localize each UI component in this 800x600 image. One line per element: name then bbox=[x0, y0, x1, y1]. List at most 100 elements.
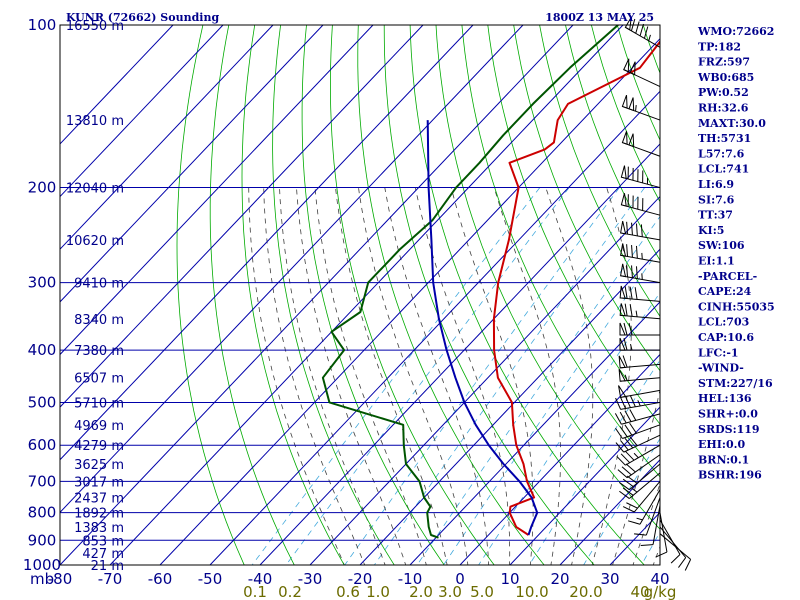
wind-barb bbox=[618, 385, 661, 398]
index-line: -WIND- bbox=[698, 362, 744, 375]
height-label: 3017 m bbox=[74, 475, 124, 490]
wind-barb bbox=[620, 243, 661, 263]
height-label: 7380 m bbox=[74, 344, 124, 359]
isotherms bbox=[60, 25, 660, 565]
index-line: SRDS:119 bbox=[698, 423, 760, 436]
isotherm bbox=[409, 301, 660, 565]
index-line: SHR+:0.0 bbox=[698, 408, 758, 421]
wind-barb bbox=[616, 444, 661, 466]
wind-barb bbox=[659, 526, 687, 568]
temperature-label: 0 bbox=[455, 570, 465, 588]
wind-barb bbox=[655, 512, 668, 558]
index-line: HEL:136 bbox=[698, 392, 752, 405]
isotherm bbox=[60, 25, 274, 250]
temperature-label: -70 bbox=[98, 570, 123, 588]
isotherm bbox=[60, 25, 524, 514]
index-line: CAPE:24 bbox=[698, 285, 752, 298]
wind-barb bbox=[620, 165, 661, 189]
isotherm bbox=[60, 25, 474, 461]
moist-adiabat bbox=[493, 187, 561, 565]
height-labels: 16550 m 13810 m 12040 m 10620 m 9410 m 8340 m… bbox=[66, 19, 124, 574]
pressure-label: 600 bbox=[28, 436, 57, 454]
index-line: PW:0.52 bbox=[698, 86, 749, 99]
dry-adiabats bbox=[176, 25, 660, 565]
mixing-ratio-line bbox=[416, 215, 660, 565]
index-line: -PARCEL- bbox=[698, 270, 757, 283]
temperature-label: -50 bbox=[198, 570, 223, 588]
temperature-label: -80 bbox=[48, 570, 73, 588]
dry-adiabat bbox=[513, 25, 660, 372]
index-line: CINH:55035 bbox=[698, 300, 775, 313]
mixing-ratio-line bbox=[373, 187, 645, 565]
sounding-indices: WMO:72662 TP:182 FRZ:597 WB0:685 PW:0.52 RH:3… bbox=[697, 25, 775, 482]
pressure-label: 700 bbox=[28, 472, 57, 490]
temperature-label: 40 bbox=[650, 570, 669, 588]
mixing-ratio-line bbox=[528, 359, 660, 565]
temperature-label: 10 bbox=[500, 570, 519, 588]
temperature-label: 20 bbox=[550, 570, 569, 588]
isotherm bbox=[109, 25, 624, 565]
series-dewpoint-line bbox=[321, 25, 619, 539]
isotherm bbox=[509, 406, 660, 565]
plot-frame bbox=[59, 24, 661, 566]
pressure-label: 100 bbox=[28, 16, 57, 34]
index-line: TP:182 bbox=[698, 40, 741, 53]
dry-adiabat bbox=[565, 25, 660, 261]
moist-adiabat bbox=[279, 187, 386, 565]
wind-barb bbox=[621, 131, 661, 157]
isotherm bbox=[60, 25, 174, 145]
isotherm bbox=[209, 90, 660, 565]
isotherm bbox=[60, 25, 224, 198]
index-line: STM:227/16 bbox=[698, 377, 773, 390]
isotherm bbox=[259, 143, 660, 565]
wind-barb bbox=[619, 472, 661, 499]
mixing-ratio-label: g/kg bbox=[644, 583, 677, 600]
wind-barb bbox=[621, 94, 661, 121]
pressure-label: 500 bbox=[28, 393, 57, 411]
pressure-label: 200 bbox=[28, 179, 57, 197]
wind-barb bbox=[618, 355, 661, 369]
mixing-ratio-labels: 0.1 0.2 0.6 1.0 2.0 3.0 5.0 10.0 20.0 40g/kg bbox=[243, 583, 676, 600]
height-label: 8340 m bbox=[74, 313, 124, 328]
index-line: BSHR:196 bbox=[698, 469, 762, 482]
isotherm bbox=[60, 25, 424, 408]
index-line: L57:7.6 bbox=[698, 147, 745, 160]
wind-barb bbox=[624, 16, 661, 48]
mixing-ratio-line bbox=[344, 187, 620, 565]
wind-barb bbox=[633, 497, 661, 536]
index-line: CAP:10.6 bbox=[698, 331, 754, 344]
moist-adiabat bbox=[414, 187, 511, 565]
isotherm bbox=[459, 353, 660, 565]
dry-adiabat bbox=[487, 25, 660, 425]
dry-adiabat bbox=[357, 25, 545, 565]
moist-adiabat bbox=[384, 187, 490, 565]
mixing-ratio-line bbox=[478, 291, 660, 565]
pressure-label: 400 bbox=[28, 341, 57, 359]
dry-adiabat bbox=[330, 25, 495, 565]
wind-barbs bbox=[614, 16, 692, 571]
wind-barb bbox=[614, 409, 661, 425]
height-label: 9410 m bbox=[74, 277, 124, 292]
temperature-labels: -80 -70 -60 -50 -40 -30 -20 -10 0 10 20 30 40 bbox=[48, 570, 670, 588]
height-label: 3625 m bbox=[74, 458, 124, 473]
height-label: 12040 m bbox=[66, 182, 124, 197]
temperature-label: 30 bbox=[600, 570, 619, 588]
temperature-label: -20 bbox=[348, 570, 373, 588]
index-line: SW:106 bbox=[698, 239, 745, 252]
height-label: 5710 m bbox=[74, 396, 124, 411]
height-label: 853 m bbox=[82, 534, 124, 549]
height-label: 427 m bbox=[82, 547, 124, 562]
moist-adiabat bbox=[358, 187, 469, 565]
index-line: FRZ:597 bbox=[698, 56, 750, 69]
isotherm bbox=[309, 195, 660, 565]
mixing-ratio-line bbox=[251, 187, 541, 565]
mixing-ratio-line bbox=[285, 187, 570, 565]
temperature-label: -60 bbox=[148, 570, 173, 588]
isotherm bbox=[60, 25, 374, 356]
wind-barb bbox=[617, 454, 661, 479]
height-label: 13810 m bbox=[66, 114, 124, 129]
dry-adiabat bbox=[616, 25, 660, 141]
wind-barb bbox=[620, 221, 661, 241]
index-line: WMO:72662 bbox=[697, 25, 774, 38]
